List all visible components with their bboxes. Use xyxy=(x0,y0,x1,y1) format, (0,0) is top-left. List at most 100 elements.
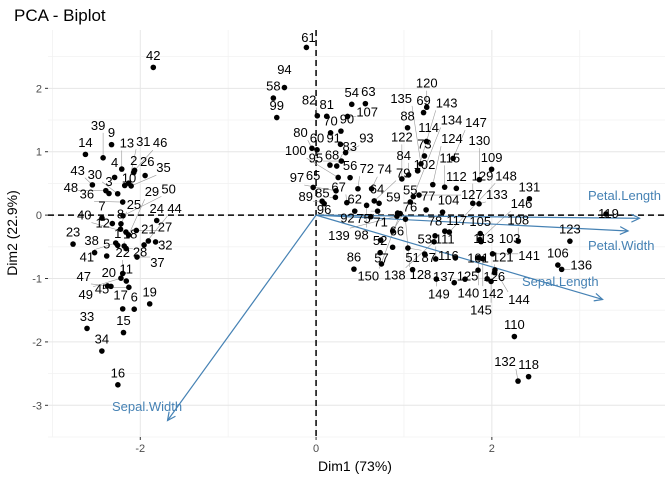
y-tick-label: -3 xyxy=(32,400,42,412)
data-point xyxy=(117,226,124,232)
point-label: 50 xyxy=(161,181,175,196)
point-label: 56 xyxy=(343,158,357,173)
data-point xyxy=(112,240,119,246)
point-label: 14 xyxy=(78,135,92,150)
label-leader-line xyxy=(306,157,339,178)
data-point xyxy=(418,161,424,167)
data-point xyxy=(399,176,405,182)
data-point xyxy=(420,109,427,116)
point-label: 61 xyxy=(301,30,315,45)
arrow-head xyxy=(619,226,630,236)
data-point xyxy=(118,275,124,281)
point-label: 92 xyxy=(340,211,354,226)
data-point xyxy=(344,113,351,120)
data-point xyxy=(421,153,428,159)
point-label: 19 xyxy=(142,284,156,299)
point-label: 20 xyxy=(102,265,116,280)
point-label: 130 xyxy=(469,133,491,148)
point-label: 85 xyxy=(315,185,329,200)
data-point xyxy=(120,212,126,219)
point-label: 111 xyxy=(435,231,455,246)
data-point xyxy=(314,147,320,153)
data-point xyxy=(82,151,89,158)
point-label: 11 xyxy=(120,262,134,277)
point-label: 91 xyxy=(326,131,340,146)
data-point xyxy=(337,141,344,148)
point-label: 23 xyxy=(66,225,80,240)
data-point xyxy=(429,181,436,188)
data-point xyxy=(142,172,148,179)
point-label: 4 xyxy=(111,155,118,170)
point-label: 15 xyxy=(116,313,130,328)
data-point xyxy=(84,325,90,332)
data-point xyxy=(273,114,280,121)
label-leader-line xyxy=(304,184,337,192)
label-leader-line xyxy=(449,183,496,233)
data-point xyxy=(118,221,124,227)
label-leader-line xyxy=(405,219,410,268)
point-label: 136 xyxy=(570,257,592,272)
point-label: 131 xyxy=(519,179,541,194)
point-label: 89 xyxy=(299,189,313,204)
point-label: 109 xyxy=(481,150,503,165)
data-point xyxy=(333,187,339,194)
label-leader-line xyxy=(128,149,137,184)
data-point xyxy=(338,128,344,134)
data-point xyxy=(363,202,370,209)
data-point xyxy=(374,208,381,214)
data-point xyxy=(99,215,105,221)
data-point xyxy=(423,104,430,111)
point-label: 36 xyxy=(80,186,94,201)
point-label: 65 xyxy=(306,168,320,183)
point-label: 124 xyxy=(441,131,463,146)
data-point xyxy=(309,145,315,152)
data-point xyxy=(103,253,110,259)
point-label: 110 xyxy=(504,317,525,332)
point-label: 22 xyxy=(115,245,129,260)
data-point xyxy=(414,168,421,174)
data-point xyxy=(389,244,396,251)
data-point xyxy=(397,210,403,217)
point-label: 27 xyxy=(158,220,172,235)
point-label: 31 xyxy=(136,134,150,149)
data-point xyxy=(323,113,330,120)
point-label: 9 xyxy=(108,125,115,140)
data-point xyxy=(469,200,476,207)
point-label: 77 xyxy=(421,188,435,203)
data-point xyxy=(515,378,521,384)
point-label: 107 xyxy=(356,104,378,119)
arrow-head xyxy=(593,292,604,302)
data-point xyxy=(327,162,333,168)
data-point xyxy=(423,138,430,145)
data-point xyxy=(480,255,486,262)
point-label: 87 xyxy=(421,250,435,265)
point-label: 150 xyxy=(357,269,379,284)
point-label: 46 xyxy=(153,135,167,150)
point-label: 33 xyxy=(80,309,94,324)
point-label: 80 xyxy=(293,125,307,140)
point-label: 106 xyxy=(547,246,569,261)
point-label: 32 xyxy=(158,238,172,253)
data-point xyxy=(488,278,494,285)
point-label: 103 xyxy=(499,231,521,246)
point-label: 86 xyxy=(347,250,361,265)
data-point xyxy=(441,184,448,190)
data-point xyxy=(378,261,385,267)
data-point xyxy=(476,176,483,183)
data-point xyxy=(314,112,321,119)
variable-label: Sepal.Length xyxy=(522,274,599,289)
label-leader-line xyxy=(378,213,401,269)
data-point xyxy=(511,333,518,340)
point-label: 83 xyxy=(342,139,356,154)
point-label: 1 xyxy=(114,226,121,241)
data-point xyxy=(377,237,384,243)
point-label: 98 xyxy=(354,228,368,243)
data-point xyxy=(131,306,138,312)
point-label: 55 xyxy=(403,182,417,197)
chart-title: PCA - Biplot xyxy=(14,6,106,25)
data-point xyxy=(333,163,340,169)
data-point xyxy=(348,101,355,108)
point-label: 52 xyxy=(373,233,387,248)
point-label: 2 xyxy=(130,153,137,168)
point-label: 76 xyxy=(403,200,417,215)
